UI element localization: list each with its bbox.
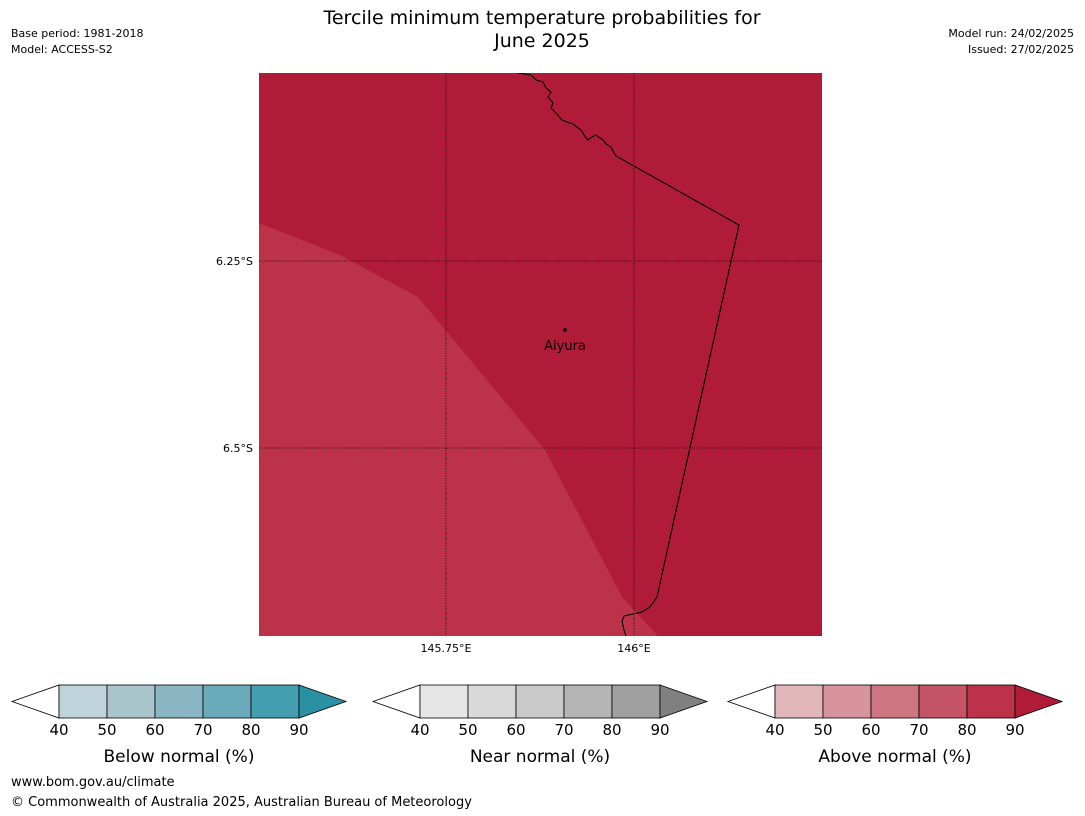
near-normal-colorbar-over-arrow bbox=[659, 684, 709, 719]
above-normal-colorbar-under-arrow bbox=[726, 684, 776, 719]
above-normal-colorbar-segment-60-70 bbox=[870, 684, 920, 719]
lat-label-6-25s: 6.25°S bbox=[216, 255, 253, 268]
near-normal-colorbar-segment-50-60 bbox=[467, 684, 517, 719]
above-normal-tick-label: 70 bbox=[909, 721, 928, 739]
above-normal-tick-label: 80 bbox=[957, 721, 976, 739]
province-boundary bbox=[517, 73, 740, 636]
below-normal-colorbar: 40 50 60 70 80 90 Below normal (%) bbox=[10, 684, 348, 767]
below-normal-tick-label: 50 bbox=[97, 721, 116, 739]
below-normal-colorbar-segment-70-80 bbox=[202, 684, 252, 719]
below-normal-colorbar-segment-60-70 bbox=[154, 684, 204, 719]
aiyura-label: Aiyura bbox=[544, 339, 586, 354]
below-normal-tick-label: 60 bbox=[145, 721, 164, 739]
footer-copyright: © Commonwealth of Australia 2025, Austra… bbox=[11, 795, 472, 810]
below-normal-colorbar-segment-50-60 bbox=[106, 684, 156, 719]
below-normal-colorbar-over-arrow bbox=[298, 684, 348, 719]
near-normal-colorbar-segment-70-80 bbox=[563, 684, 613, 719]
above-normal-legend-title: Above normal (%) bbox=[818, 747, 971, 767]
map-panel: Aiyura bbox=[259, 73, 822, 636]
below-normal-tick-label: 80 bbox=[241, 721, 260, 739]
lon-label-146e: 146°E bbox=[617, 642, 650, 655]
below-normal-tick-label: 70 bbox=[193, 721, 212, 739]
near-normal-tick-label: 40 bbox=[410, 721, 429, 739]
above-normal-tick-label: 50 bbox=[813, 721, 832, 739]
near-normal-colorbar-segment-40-50 bbox=[419, 684, 469, 719]
below-normal-tick-label: 40 bbox=[49, 721, 68, 739]
base-period-text: Base period: 1981-2018 bbox=[11, 27, 144, 40]
colorbar-legends: 40 50 60 70 80 90 Below normal (%) 40 50 60 70 80 90… bbox=[10, 684, 1064, 767]
near-normal-tick-label: 60 bbox=[506, 721, 525, 739]
above-normal-tick-label: 90 bbox=[1005, 721, 1024, 739]
probability-region-70-80 bbox=[259, 223, 658, 636]
above-normal-tick-label: 40 bbox=[765, 721, 784, 739]
near-normal-tick-label: 70 bbox=[554, 721, 573, 739]
lon-label-145-75e: 145.75°E bbox=[421, 642, 472, 655]
below-normal-tick-label: 90 bbox=[289, 721, 308, 739]
map-title: Tercile minimum temperature probabilitie… bbox=[242, 7, 842, 53]
near-normal-colorbar-under-arrow bbox=[371, 684, 421, 719]
footer-url: www.bom.gov.au/climate bbox=[11, 775, 175, 790]
header-meta-left: Base period: 1981-2018 Model: ACCESS-S2 bbox=[11, 26, 143, 58]
map-title-line2: June 2025 bbox=[494, 30, 590, 52]
near-normal-colorbar-segment-80-90 bbox=[611, 684, 661, 719]
near-normal-colorbar: 40 50 60 70 80 90 Near normal (%) bbox=[371, 684, 709, 767]
above-normal-colorbar-segment-50-60 bbox=[822, 684, 872, 719]
near-normal-tick-label: 80 bbox=[602, 721, 621, 739]
above-normal-colorbar-over-arrow bbox=[1014, 684, 1064, 719]
below-normal-colorbar-segment-40-50 bbox=[58, 684, 108, 719]
above-normal-tick-label: 60 bbox=[861, 721, 880, 739]
below-normal-legend-title: Below normal (%) bbox=[104, 747, 255, 767]
aiyura-location-marker bbox=[563, 328, 567, 332]
above-normal-colorbar: 40 50 60 70 80 90 Above normal (%) bbox=[726, 684, 1064, 767]
below-normal-colorbar-segment-80-90 bbox=[250, 684, 300, 719]
lat-label-6-5s: 6.5°S bbox=[223, 442, 253, 455]
above-normal-colorbar-segment-40-50 bbox=[774, 684, 824, 719]
near-normal-colorbar-segment-60-70 bbox=[515, 684, 565, 719]
near-normal-tick-label: 50 bbox=[458, 721, 477, 739]
header-meta-right: Model run: 24/02/2025 Issued: 27/02/2025 bbox=[948, 26, 1074, 58]
model-text: Model: ACCESS-S2 bbox=[11, 43, 113, 56]
issued-text: Issued: 27/02/2025 bbox=[967, 43, 1074, 56]
below-normal-colorbar-under-arrow bbox=[10, 684, 60, 719]
above-normal-colorbar-segment-70-80 bbox=[918, 684, 968, 719]
map-title-line1: Tercile minimum temperature probabilitie… bbox=[323, 7, 761, 29]
near-normal-tick-label: 90 bbox=[650, 721, 669, 739]
above-normal-colorbar-segment-80-90 bbox=[966, 684, 1016, 719]
model-run-text: Model run: 24/02/2025 bbox=[948, 27, 1074, 40]
near-normal-legend-title: Near normal (%) bbox=[470, 747, 610, 767]
